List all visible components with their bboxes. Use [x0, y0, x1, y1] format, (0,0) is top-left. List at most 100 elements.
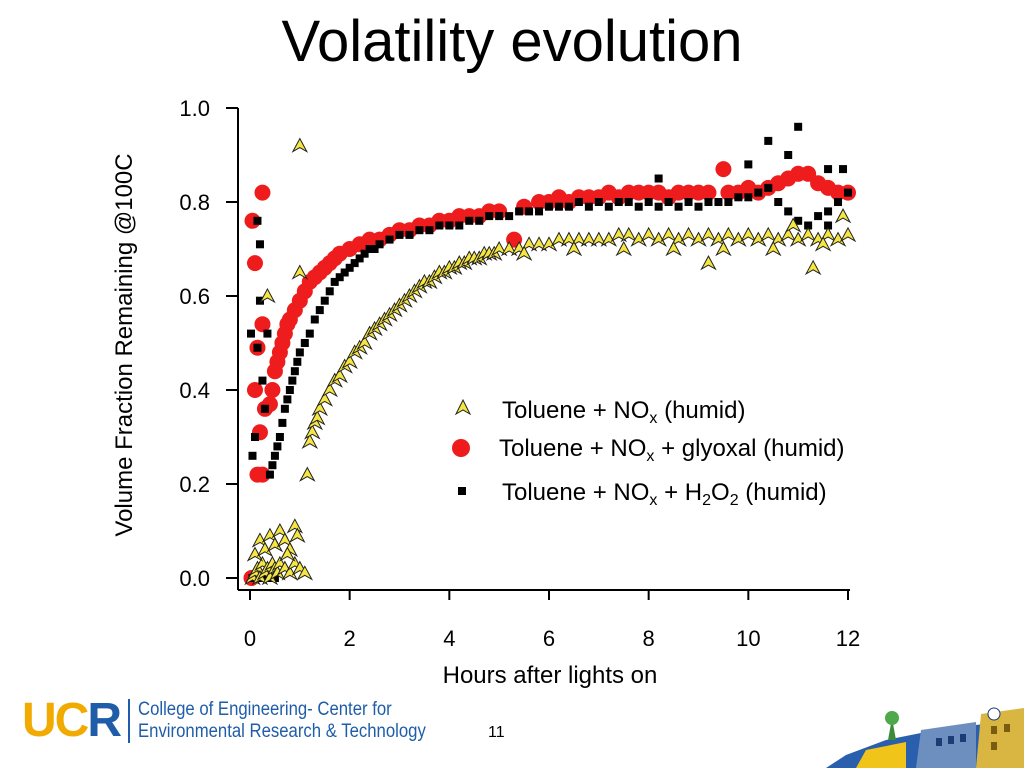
triangle-point — [299, 466, 316, 482]
triangle-point — [650, 231, 667, 247]
square-point — [515, 207, 524, 216]
square-point — [300, 339, 309, 347]
triangle-point — [316, 391, 334, 407]
triangle-point — [610, 226, 628, 243]
square-point — [824, 165, 833, 174]
square-point — [258, 376, 267, 385]
square-point — [604, 202, 613, 211]
square-point — [834, 198, 843, 206]
triangle-point — [304, 424, 321, 440]
x-tick-label: 0 — [244, 626, 256, 651]
triangle-point — [565, 240, 583, 257]
triangle-point — [715, 240, 732, 257]
square-point — [263, 329, 272, 338]
circle-point — [715, 161, 732, 178]
y-tick-label: 0.8 — [179, 190, 210, 215]
circle-point — [700, 184, 717, 201]
x-tick-label: 8 — [643, 626, 655, 651]
square-point — [704, 198, 713, 206]
square-point — [290, 367, 299, 376]
triangle-point — [814, 236, 832, 252]
square-point — [253, 343, 262, 352]
triangle-point — [261, 527, 279, 544]
square-point — [315, 306, 324, 315]
square-point — [273, 442, 282, 451]
triangle-point — [700, 255, 717, 271]
square-point — [270, 574, 279, 582]
triangle-point — [799, 226, 817, 243]
triangle-point — [740, 226, 757, 243]
college-line-1: College of Engineering- Center for — [138, 699, 392, 720]
triangle-point — [665, 240, 682, 257]
square-point — [744, 193, 753, 202]
ucr-wordmark: UCR — [22, 694, 122, 747]
triangle-point — [620, 226, 638, 243]
square-point — [554, 202, 563, 211]
triangle-point — [769, 231, 787, 247]
square-point — [714, 198, 723, 206]
triangle-point — [251, 532, 269, 548]
y-tick-label: 0.4 — [179, 378, 210, 403]
square-point — [664, 198, 673, 206]
triangle-point — [804, 259, 822, 276]
square-point — [824, 221, 833, 230]
square-point — [525, 207, 534, 216]
square-point — [385, 235, 394, 244]
triangle-point — [615, 240, 633, 257]
chart-legend: Toluene + NOx (humid) Toluene + NOx + gl… — [452, 397, 845, 509]
square-point — [350, 259, 359, 268]
square-point — [325, 287, 334, 296]
square-point — [248, 451, 257, 460]
square-point — [405, 230, 414, 239]
triangle-point — [710, 231, 727, 247]
campus-building-illustration — [826, 707, 1024, 768]
triangle-point — [281, 565, 299, 581]
triangle-point — [560, 231, 578, 247]
square-point — [774, 198, 783, 206]
triangle-point — [670, 231, 687, 247]
square-point — [280, 404, 289, 413]
triangle-point — [530, 236, 548, 252]
chart-axes — [237, 108, 850, 591]
square-point — [455, 221, 464, 230]
triangle-point — [590, 231, 608, 247]
triangle-point — [730, 231, 747, 247]
square-point — [564, 202, 573, 211]
square-point — [545, 202, 553, 211]
logo-separator — [128, 699, 131, 743]
y-tick-label: 0.6 — [179, 284, 210, 309]
triangle-point — [834, 208, 852, 224]
square-point — [734, 193, 743, 202]
circle-point — [264, 382, 281, 398]
square-point — [644, 198, 653, 206]
square-point — [425, 226, 434, 235]
square-point — [435, 221, 444, 230]
chart-points — [243, 122, 857, 586]
x-axis-label: Hours after lights on — [443, 662, 658, 689]
square-point — [634, 202, 643, 211]
square-point — [415, 226, 424, 235]
college-line-2: Environmental Research & Technology — [138, 721, 426, 742]
circle-point — [246, 382, 263, 398]
triangle-point — [309, 410, 326, 426]
square-point — [654, 202, 663, 211]
square-point — [764, 183, 773, 192]
triangle-point — [550, 231, 568, 247]
triangle-point — [640, 226, 657, 243]
square-point — [694, 202, 703, 211]
triangle-point — [256, 541, 274, 558]
legend-triangle-marker — [454, 398, 472, 416]
triangle-point — [291, 137, 309, 153]
triangle-point — [839, 226, 857, 243]
square-point — [684, 198, 693, 206]
y-tick-label: 1.0 — [179, 96, 210, 121]
square-point — [275, 433, 284, 441]
square-point — [535, 207, 544, 216]
legend-label-2: Toluene + NOx + glyoxal (humid) — [499, 435, 845, 465]
page-number: 11 — [488, 724, 505, 741]
square-point — [278, 418, 287, 427]
triangle-point — [540, 236, 558, 252]
triangle-point — [500, 240, 518, 257]
triangle-point — [819, 226, 837, 243]
square-point — [839, 165, 848, 174]
